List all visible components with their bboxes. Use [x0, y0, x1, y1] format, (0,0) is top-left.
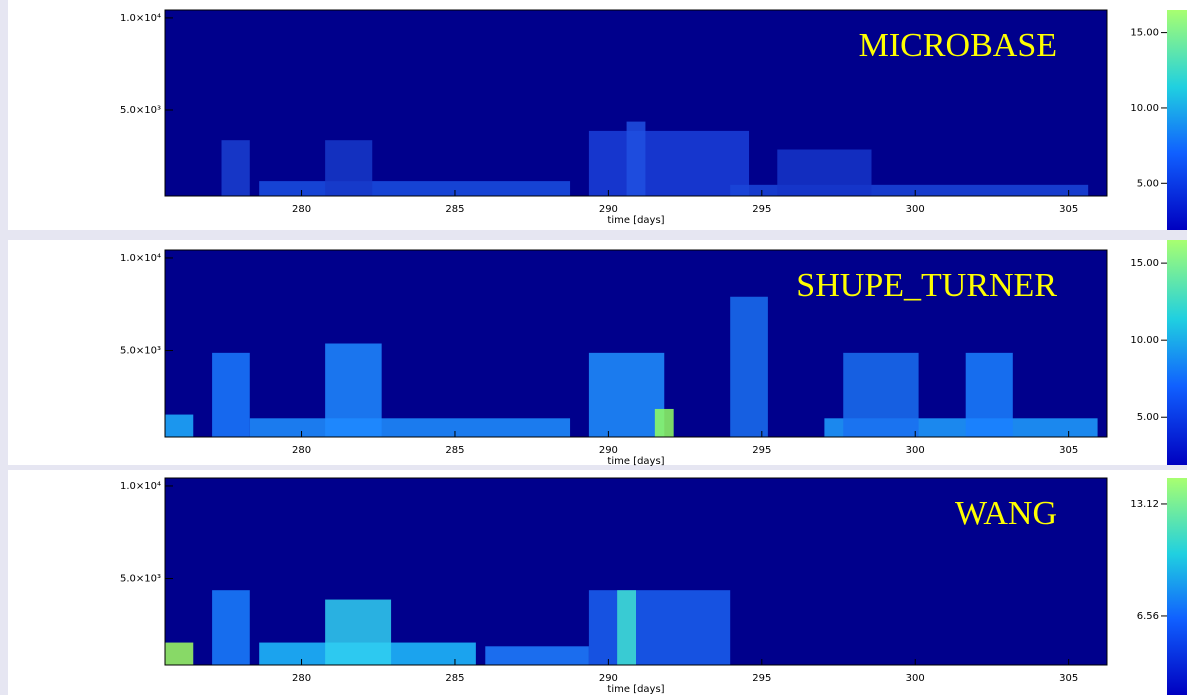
echo-region: [325, 344, 382, 438]
echo-region: [250, 418, 570, 437]
x-tick-label: 290: [599, 673, 618, 684]
echo-region: [165, 643, 193, 665]
colorbar-tick-label: 10.00: [1130, 335, 1159, 346]
page: {"chart_data": [ {"type": "heatmap", "an…: [0, 0, 1187, 695]
echo-region: [589, 353, 664, 437]
echo-region: [627, 122, 646, 196]
echo-region: [617, 590, 636, 665]
echo-region: [325, 600, 391, 665]
x-tick-label: 295: [752, 445, 771, 456]
y-tick-label: 5.0×10³: [120, 105, 161, 116]
x-tick-label: 300: [906, 445, 925, 456]
colorbar-tick-label: 13.12: [1130, 499, 1159, 510]
echo-region: [325, 140, 372, 196]
colorbar-tick-label: 6.56: [1137, 611, 1159, 622]
annotation: SHUPE_TURNER: [796, 267, 1057, 304]
x-tick-label: 280: [292, 204, 311, 215]
echo-region: [259, 181, 570, 196]
echo-region: [843, 353, 918, 437]
x-tick-label: 280: [292, 445, 311, 456]
annotation: MICROBASE: [859, 27, 1057, 64]
x-tick-label: 280: [292, 673, 311, 684]
colorbar-tick-label: 10.00: [1130, 103, 1159, 114]
y-tick-label: 1.0×10⁴: [120, 13, 161, 24]
colorbar: [1167, 240, 1187, 465]
x-tick-label: 295: [752, 673, 771, 684]
x-tick-label: 305: [1059, 204, 1078, 215]
echo-region: [165, 415, 193, 437]
x-axis-label: time [days]: [607, 215, 664, 226]
x-tick-label: 305: [1059, 445, 1078, 456]
colorbar: [1167, 478, 1187, 695]
echo-region: [730, 297, 768, 437]
echo-region: [212, 353, 250, 437]
echo-region: [966, 353, 1013, 437]
echo-region: [777, 150, 871, 197]
y-tick-label: 5.0×10³: [120, 574, 161, 585]
x-tick-label: 295: [752, 204, 771, 215]
colorbar-tick-label: 15.00: [1130, 28, 1159, 39]
echo-region: [589, 590, 730, 665]
y-tick-label: 1.0×10⁴: [120, 253, 161, 264]
echo-region: [589, 131, 749, 196]
echo-region: [485, 646, 589, 665]
figure: 280 285 290 295 300 305 time [days] 5.0×10³ 1.0×…: [0, 0, 1187, 695]
y-tick-label: 5.0×10³: [120, 346, 161, 357]
echo-region: [222, 140, 250, 196]
x-axis-label: time [days]: [607, 684, 664, 695]
x-axis-label: time [days]: [607, 456, 664, 467]
x-tick-label: 285: [445, 204, 464, 215]
x-tick-label: 285: [445, 673, 464, 684]
x-tick-label: 290: [599, 204, 618, 215]
x-tick-label: 290: [599, 445, 618, 456]
x-tick-label: 300: [906, 204, 925, 215]
annotation: WANG: [955, 495, 1057, 532]
x-tick-label: 285: [445, 445, 464, 456]
y-tick-label: 1.0×10⁴: [120, 481, 161, 492]
x-tick-label: 305: [1059, 673, 1078, 684]
colorbar-tick-label: 15.00: [1130, 258, 1159, 269]
echo-region: [212, 590, 250, 665]
colorbar: [1167, 10, 1187, 230]
colorbar-tick-label: 5.00: [1137, 178, 1159, 189]
colorbar-tick-label: 5.00: [1137, 412, 1159, 423]
echo-region: [655, 409, 674, 437]
x-tick-label: 300: [906, 673, 925, 684]
